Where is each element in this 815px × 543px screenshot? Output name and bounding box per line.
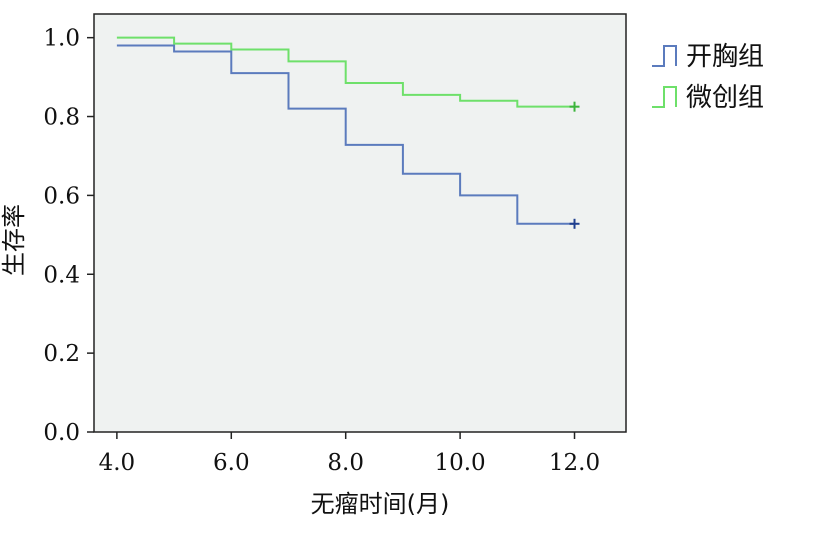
x-axis-title: 无瘤时间(月)	[311, 490, 450, 518]
censor-mark	[569, 101, 580, 112]
x-tick-label: 8.0	[327, 450, 364, 476]
series-layer	[116, 36, 580, 229]
x-tick-label: 6.0	[213, 450, 250, 476]
legend-label: 开胸组	[686, 42, 764, 72]
legend-swatch	[652, 45, 677, 67]
y-tick-label: 0.4	[43, 262, 80, 288]
y-tick-label: 0.0	[43, 420, 80, 446]
y-axis-title: 生存率	[0, 204, 28, 276]
y-tick-label: 1.0	[43, 26, 80, 52]
series-line-1	[116, 44, 575, 225]
y-tick-label: 0.2	[43, 341, 80, 367]
y-tick-label: 0.8	[43, 105, 80, 131]
censor-mark	[569, 218, 580, 229]
x-tick-label: 10.0	[434, 450, 485, 476]
x-tick-label: 12.0	[549, 450, 600, 476]
legend-swatch	[652, 86, 677, 108]
x-tick-label: 4.0	[99, 450, 136, 476]
y-tick-label: 0.6	[43, 183, 80, 209]
y-axis-ticks: 0.0 0.2 0.4 0.6 0.8 1.0	[43, 26, 94, 446]
series-line-2	[116, 36, 575, 108]
x-axis-ticks: 4.0 6.0 8.0 10.0 12.0	[99, 432, 600, 476]
legend-label: 微创组	[686, 83, 764, 113]
